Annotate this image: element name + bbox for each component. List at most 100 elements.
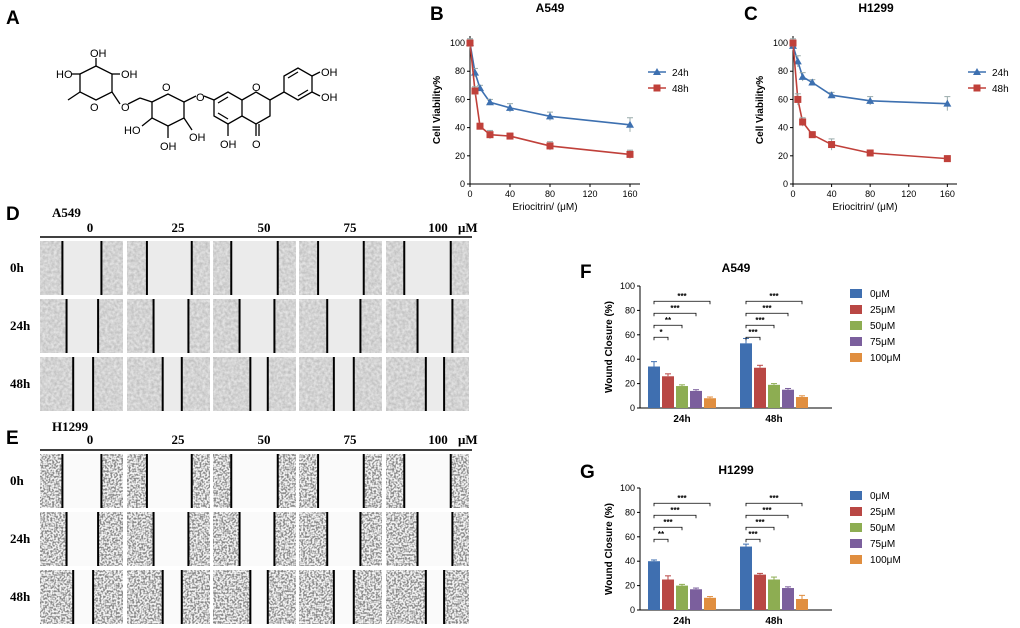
time-label: 0h — [10, 260, 25, 275]
wound-gap — [239, 512, 275, 566]
wound-image — [127, 570, 210, 624]
wound-image — [127, 512, 210, 566]
significance-label: *** — [677, 494, 687, 503]
wound-image — [213, 454, 296, 508]
x-tick-label: 120 — [901, 189, 916, 199]
wound-image — [299, 357, 382, 411]
x-axis-label: Eriocitrin/ (μM) — [512, 202, 577, 213]
wound-image — [127, 357, 210, 411]
y-tick-label: 0 — [630, 403, 635, 413]
wound-image — [40, 512, 123, 566]
data-point — [546, 112, 554, 120]
significance-bracket — [745, 538, 761, 543]
y-tick-label: 100 — [450, 38, 465, 48]
wound-image — [386, 512, 469, 566]
data-point — [546, 142, 554, 150]
data-point — [486, 98, 494, 106]
y-tick-label: 80 — [625, 305, 635, 315]
wound-gap — [146, 241, 192, 295]
group-label: 48h — [765, 616, 782, 627]
series-line-24h — [792, 45, 948, 105]
x-tick-label: 80 — [865, 189, 875, 199]
significance-label: *** — [769, 494, 779, 503]
significance-label: *** — [755, 316, 765, 325]
bar — [754, 367, 766, 408]
panel-label-a: A — [6, 8, 20, 29]
bar — [704, 398, 716, 408]
legend-swatch — [850, 337, 862, 346]
significance-bracket — [653, 300, 711, 305]
legend-swatch — [850, 523, 862, 532]
legend-label: 75μM — [870, 337, 895, 348]
atom-o-link-1: O — [121, 102, 130, 114]
wound-gap — [66, 299, 99, 353]
atom-o-keto: O — [252, 139, 261, 151]
legend-swatch — [850, 491, 862, 500]
data-point — [476, 122, 484, 130]
significance-bracket — [653, 526, 683, 531]
chart-title: H1299 — [858, 1, 894, 15]
data-point — [794, 95, 802, 103]
bar — [676, 585, 688, 610]
bar — [754, 574, 766, 610]
y-tick-label: 0 — [460, 179, 465, 189]
legend-marker — [973, 84, 981, 92]
y-tick-label: 20 — [455, 151, 465, 161]
wound-gap — [327, 299, 361, 353]
atom-o-ring-2: O — [162, 82, 171, 94]
wound-image — [127, 299, 210, 353]
legend-label: 25μM — [870, 305, 895, 316]
data-point — [943, 155, 951, 163]
significance-bracket — [745, 526, 775, 531]
concentration-label: 0 — [87, 432, 94, 447]
legend-label: 0μM — [870, 289, 890, 300]
significance-bracket — [745, 514, 789, 519]
wound-gap — [231, 241, 278, 295]
y-tick-label: 20 — [625, 581, 635, 591]
wound-gap — [146, 454, 192, 508]
panel-label-d: D — [6, 204, 20, 225]
atom-oh-7: OH — [321, 92, 338, 104]
legend-label: 48h — [992, 84, 1009, 95]
atom-oh-1: OH — [90, 48, 107, 60]
wound-image — [386, 241, 469, 295]
legend-marker — [973, 68, 981, 75]
wound-gap — [239, 299, 275, 353]
significance-label: *** — [748, 328, 758, 337]
y-tick-label: 40 — [455, 123, 465, 133]
concentration-label: 75 — [344, 220, 358, 235]
wound-image — [40, 570, 123, 624]
panel-label-b: B — [430, 4, 444, 25]
atom-o-ring-1: O — [90, 102, 99, 114]
legend-label: 24h — [992, 68, 1009, 79]
significance-bracket — [745, 336, 761, 341]
data-point — [789, 39, 797, 47]
bar — [796, 599, 808, 610]
data-point — [866, 96, 875, 104]
wound-image — [299, 299, 382, 353]
y-axis-label: Cell Viability% — [432, 76, 443, 144]
cell-line-label: A549 — [52, 205, 81, 220]
legend-swatch — [850, 353, 862, 362]
y-tick-label: 80 — [778, 66, 788, 76]
atom-oh-6: OH — [321, 67, 338, 79]
wound-image — [299, 454, 382, 508]
bar — [704, 597, 716, 610]
x-tick-label: 160 — [622, 189, 637, 199]
concentration-label: 0 — [87, 220, 94, 235]
significance-label: *** — [670, 304, 680, 313]
wound-gap — [404, 454, 451, 508]
data-point — [866, 149, 874, 157]
bar — [740, 546, 752, 610]
y-tick-label: 40 — [778, 123, 788, 133]
chart-title: A549 — [536, 1, 565, 15]
legend-label: 48h — [672, 84, 689, 95]
wound-image — [213, 512, 296, 566]
legend-label: 50μM — [870, 321, 895, 332]
time-label: 0h — [10, 473, 25, 488]
concentration-label: 50 — [258, 432, 271, 447]
data-point — [943, 99, 952, 107]
significance-bracket — [745, 300, 803, 305]
